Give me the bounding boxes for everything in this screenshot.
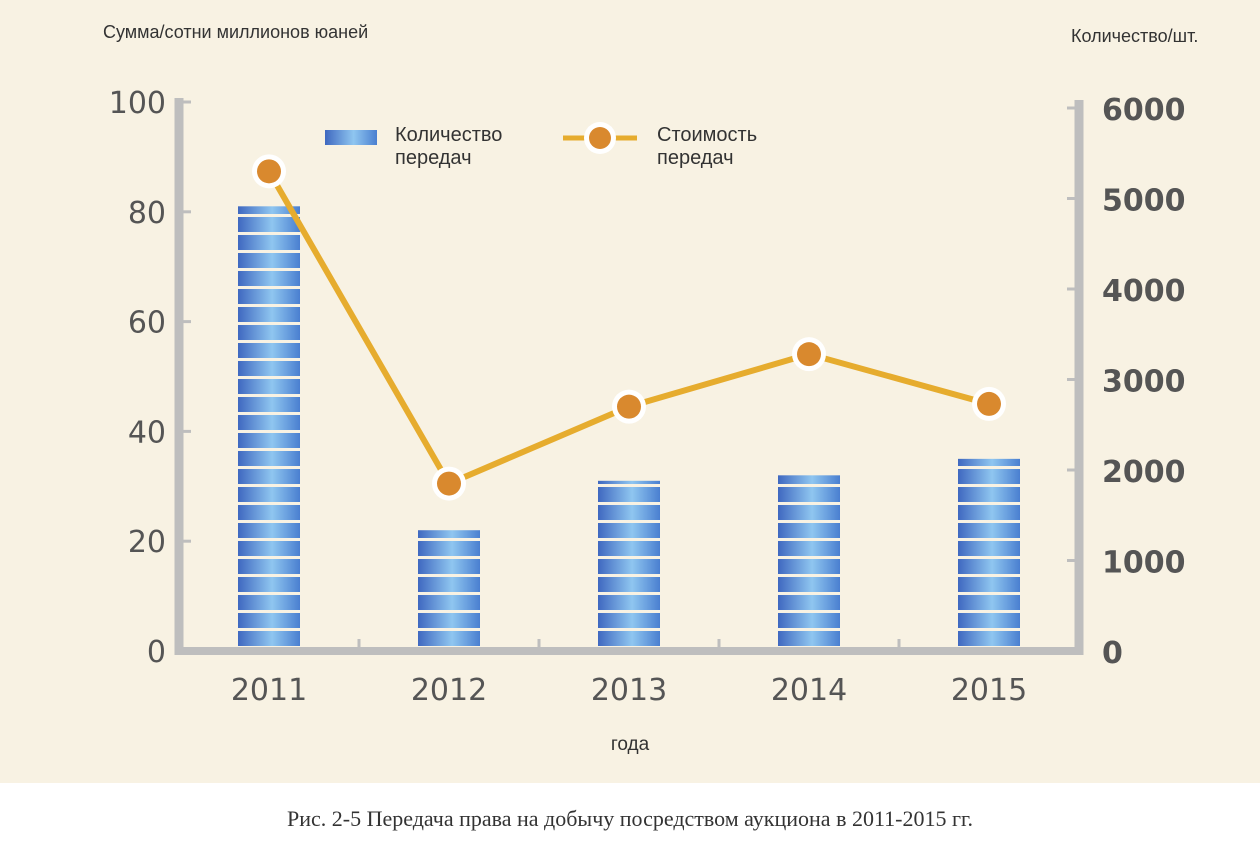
category-label: 2015 — [951, 673, 1027, 708]
left-tick-label: 80 — [128, 196, 166, 231]
category-label: 2014 — [771, 673, 847, 708]
bar — [958, 458, 1020, 646]
right-tick-label: 0 — [1102, 636, 1123, 671]
right-tick-label: 4000 — [1102, 274, 1186, 309]
line-point — [972, 386, 1006, 421]
bar — [778, 475, 840, 646]
bar — [238, 206, 300, 646]
line-point — [792, 337, 826, 372]
line-point — [432, 466, 466, 501]
series-line — [266, 169, 990, 487]
right-tick-label: 1000 — [1102, 546, 1186, 581]
left-tick-label: 20 — [128, 525, 166, 560]
right-tick-label: 2000 — [1102, 455, 1186, 490]
left-tick-label: 100 — [109, 86, 166, 121]
right-tick-label: 6000 — [1102, 93, 1186, 128]
chart-svg: 0204060801000100020003000400050006000201… — [109, 86, 1186, 708]
line-point — [252, 154, 286, 189]
bar — [418, 530, 480, 646]
bar — [598, 480, 660, 646]
figure-caption: Рис. 2-5 Передача права на добычу посред… — [286, 806, 974, 831]
category-label: 2011 — [231, 673, 307, 708]
legend-line-swatch — [563, 122, 637, 154]
legend-bar-swatch — [325, 130, 377, 145]
right-tick-label: 5000 — [1102, 184, 1186, 219]
left-tick-label: 60 — [128, 306, 166, 341]
left-tick-label: 40 — [128, 415, 166, 450]
line-point — [612, 389, 646, 424]
right-axis-label: Количество/шт. — [1071, 26, 1199, 46]
left-axis-label: Сумма/сотни миллионов юаней — [103, 22, 369, 42]
right-tick-label: 3000 — [1102, 365, 1186, 400]
category-label: 2012 — [411, 673, 487, 708]
legend-bar-label: Количество передач — [395, 124, 503, 169]
x-axis-label: года — [610, 734, 650, 755]
legend-line-label: Стоимость передач — [657, 124, 758, 169]
category-label: 2013 — [591, 673, 667, 708]
left-tick-label: 0 — [147, 635, 166, 670]
